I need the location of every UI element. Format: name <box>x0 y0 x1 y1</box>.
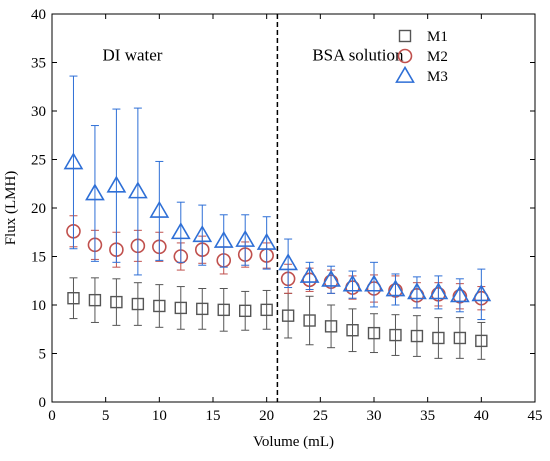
data-point <box>213 230 234 248</box>
data-point <box>475 334 488 348</box>
annotation-label: DI water <box>103 46 163 65</box>
data-point <box>389 328 402 342</box>
y-tick-label: 10 <box>31 298 46 314</box>
x-tick-label: 30 <box>367 408 382 424</box>
y-axis-title: Flux (LMH) <box>3 171 19 246</box>
y-tick-label: 0 <box>39 395 47 411</box>
data-point <box>192 225 213 243</box>
data-point <box>324 320 338 333</box>
legend-label-m3: M3 <box>427 69 448 85</box>
x-tick-label: 5 <box>102 408 110 424</box>
data-point <box>303 314 316 327</box>
data-point <box>299 265 320 283</box>
y-tick-label: 15 <box>31 250 46 266</box>
axes: 0 5 10 15 20 25 30 35 40 45 0 5 10 15 20 25 30 35 40 Volume… <box>3 7 543 450</box>
data-point <box>407 282 427 300</box>
data-point <box>110 295 123 309</box>
series-m1 <box>67 277 488 360</box>
data-point <box>410 329 424 343</box>
data-point <box>428 282 449 300</box>
data-point <box>235 229 256 247</box>
data-point <box>170 222 191 240</box>
annotation-label: BSA solution <box>312 46 404 65</box>
x-axis-title: Volume (mL) <box>253 434 334 450</box>
data-point <box>321 269 341 287</box>
data-point <box>281 309 295 322</box>
y-tick-label: 40 <box>31 7 46 23</box>
x-tick-label: 40 <box>474 408 489 424</box>
data-point <box>238 304 252 318</box>
data-point <box>432 331 445 345</box>
series-m3 <box>63 75 492 321</box>
y-tick-label: 25 <box>31 153 46 169</box>
data-point <box>342 274 363 292</box>
data-point <box>260 303 273 317</box>
legend-marker-m3 <box>395 65 415 83</box>
data-point <box>364 274 384 292</box>
data-point <box>278 253 299 271</box>
data-point <box>256 232 277 250</box>
data-point <box>449 285 470 303</box>
data-point <box>85 183 105 201</box>
data-point <box>174 301 188 315</box>
y-tick-label: 35 <box>31 56 46 72</box>
data-point <box>63 152 84 170</box>
data-point <box>385 279 406 297</box>
x-tick-label: 35 <box>420 408 435 424</box>
x-tick-label: 10 <box>152 408 167 424</box>
data-point <box>153 299 166 313</box>
data-point <box>131 297 145 311</box>
x-tick-label: 45 <box>528 408 543 424</box>
legend-label-m1: M1 <box>427 29 448 45</box>
data-point <box>453 331 467 345</box>
data-point <box>196 302 209 316</box>
data-series <box>63 75 492 360</box>
legend: M1 M2 M3 <box>395 29 448 85</box>
x-tick-label: 0 <box>48 408 56 424</box>
data-point <box>367 326 381 340</box>
data-point <box>127 181 148 199</box>
legend-marker-m1 <box>398 29 412 43</box>
y-tick-label: 30 <box>31 104 46 120</box>
data-point <box>67 292 80 305</box>
annotations: DI water BSA solution <box>103 46 404 65</box>
x-tick-label: 25 <box>313 408 328 424</box>
data-point <box>346 324 359 337</box>
data-point <box>106 175 127 193</box>
data-point <box>149 200 170 218</box>
legend-label-m2: M2 <box>427 49 448 65</box>
data-point <box>217 303 230 317</box>
x-tick-label: 20 <box>259 408 274 424</box>
y-tick-label: 20 <box>31 201 46 217</box>
data-point <box>471 284 492 302</box>
x-tick-label: 15 <box>206 408 221 424</box>
data-point <box>88 293 102 307</box>
legend-marker-m2 <box>397 48 413 64</box>
y-tick-label: 5 <box>39 347 47 363</box>
